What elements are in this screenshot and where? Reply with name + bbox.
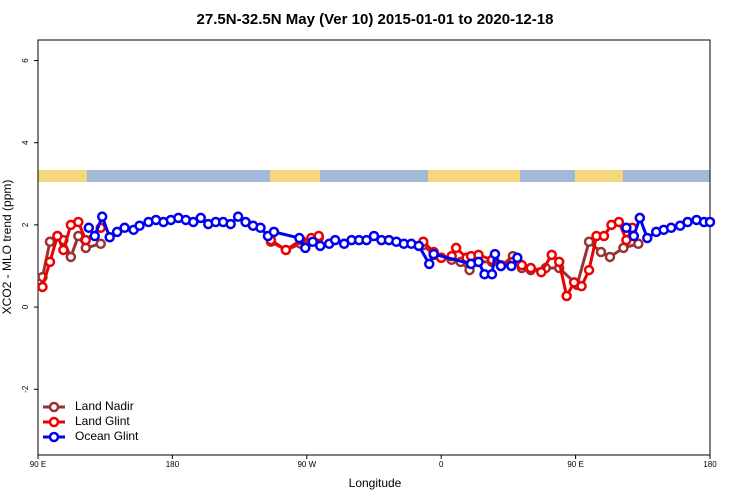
data-point <box>525 262 537 274</box>
data-point <box>604 251 616 263</box>
y-tick-label: 4 <box>21 140 30 145</box>
data-point <box>268 226 280 238</box>
legend-marker <box>48 431 60 443</box>
data-point <box>621 222 632 234</box>
data-point <box>598 230 610 242</box>
data-point <box>634 212 646 224</box>
ocean-band <box>38 170 710 182</box>
legend-marker <box>48 416 60 428</box>
data-point <box>95 238 106 250</box>
legend-label: Land Glint <box>75 414 130 428</box>
data-point <box>52 230 63 242</box>
data-point <box>368 230 380 242</box>
data-point <box>44 256 56 268</box>
data-point <box>704 216 716 228</box>
data-point <box>232 211 244 222</box>
data-point <box>413 240 425 252</box>
data-point <box>314 240 326 252</box>
y-tick-label: 6 <box>21 58 30 63</box>
data-point <box>553 256 565 268</box>
land-band <box>428 170 520 182</box>
data-point <box>65 251 77 263</box>
data-point <box>628 230 640 242</box>
legend-marker <box>48 401 60 413</box>
data-point <box>546 249 557 261</box>
data-point <box>489 248 501 260</box>
data-point <box>134 220 145 231</box>
land-band <box>575 170 623 182</box>
land-band <box>270 170 320 182</box>
x-tick-label: 90 E <box>30 460 46 469</box>
data-point <box>583 264 595 276</box>
data-point <box>307 236 319 247</box>
data-point <box>111 226 123 238</box>
data-point <box>682 216 693 228</box>
data-point <box>516 259 528 271</box>
data-point <box>495 260 507 272</box>
x-axis-label: Longitude <box>349 476 402 490</box>
chart-title: 27.5N-32.5N May (Ver 10) 2015-01-01 to 2… <box>197 11 554 28</box>
x-tick-label: 90 W <box>297 460 316 469</box>
data-point <box>119 222 130 234</box>
data-point <box>506 260 517 272</box>
data-point <box>104 231 115 243</box>
x-tick-label: 0 <box>439 460 444 469</box>
data-point <box>329 234 341 246</box>
plot-frame <box>37 39 711 456</box>
data-point <box>536 266 547 278</box>
data-point <box>58 244 69 256</box>
data-point <box>73 230 84 242</box>
data-point <box>621 234 632 246</box>
data-point <box>96 211 108 222</box>
legend-label: Ocean Glint <box>75 429 139 443</box>
y-tick-label: -2 <box>21 385 30 393</box>
data-point <box>576 280 587 292</box>
data-point <box>642 232 653 244</box>
y-tick-label: 0 <box>21 304 30 309</box>
data-point <box>613 216 625 228</box>
data-point <box>424 258 435 270</box>
data-point <box>80 234 92 246</box>
land-band <box>38 170 87 182</box>
y-tick-label: 2 <box>21 222 30 227</box>
data-point <box>300 242 311 254</box>
x-tick-label: 180 <box>703 460 717 469</box>
data-point <box>512 252 523 264</box>
data-point <box>561 290 572 302</box>
legend-label: Land Nadir <box>75 399 134 413</box>
data-point <box>44 236 56 247</box>
data-point <box>665 222 677 234</box>
data-point <box>583 236 595 247</box>
data-point <box>361 234 372 246</box>
data-point <box>473 256 484 268</box>
x-tick-label: 180 <box>166 460 180 469</box>
data-point <box>225 218 236 230</box>
data-point <box>195 212 207 224</box>
data-point <box>188 216 199 228</box>
data-point <box>280 244 292 256</box>
data-point <box>294 232 305 244</box>
y-axis-label: XCO2 - MLO trend (ppm) <box>0 180 14 315</box>
data-point <box>428 248 439 260</box>
data-point <box>83 222 95 234</box>
data-point <box>633 238 644 250</box>
x-tick-label: 90 E <box>567 460 583 469</box>
data-point <box>37 281 48 293</box>
data-point <box>73 216 84 228</box>
data-point <box>595 246 607 258</box>
surface-strip <box>38 170 710 182</box>
data-point <box>486 268 498 280</box>
data-point <box>255 222 266 234</box>
data-point <box>89 230 100 242</box>
data-point <box>450 242 462 254</box>
data-point <box>313 230 324 242</box>
